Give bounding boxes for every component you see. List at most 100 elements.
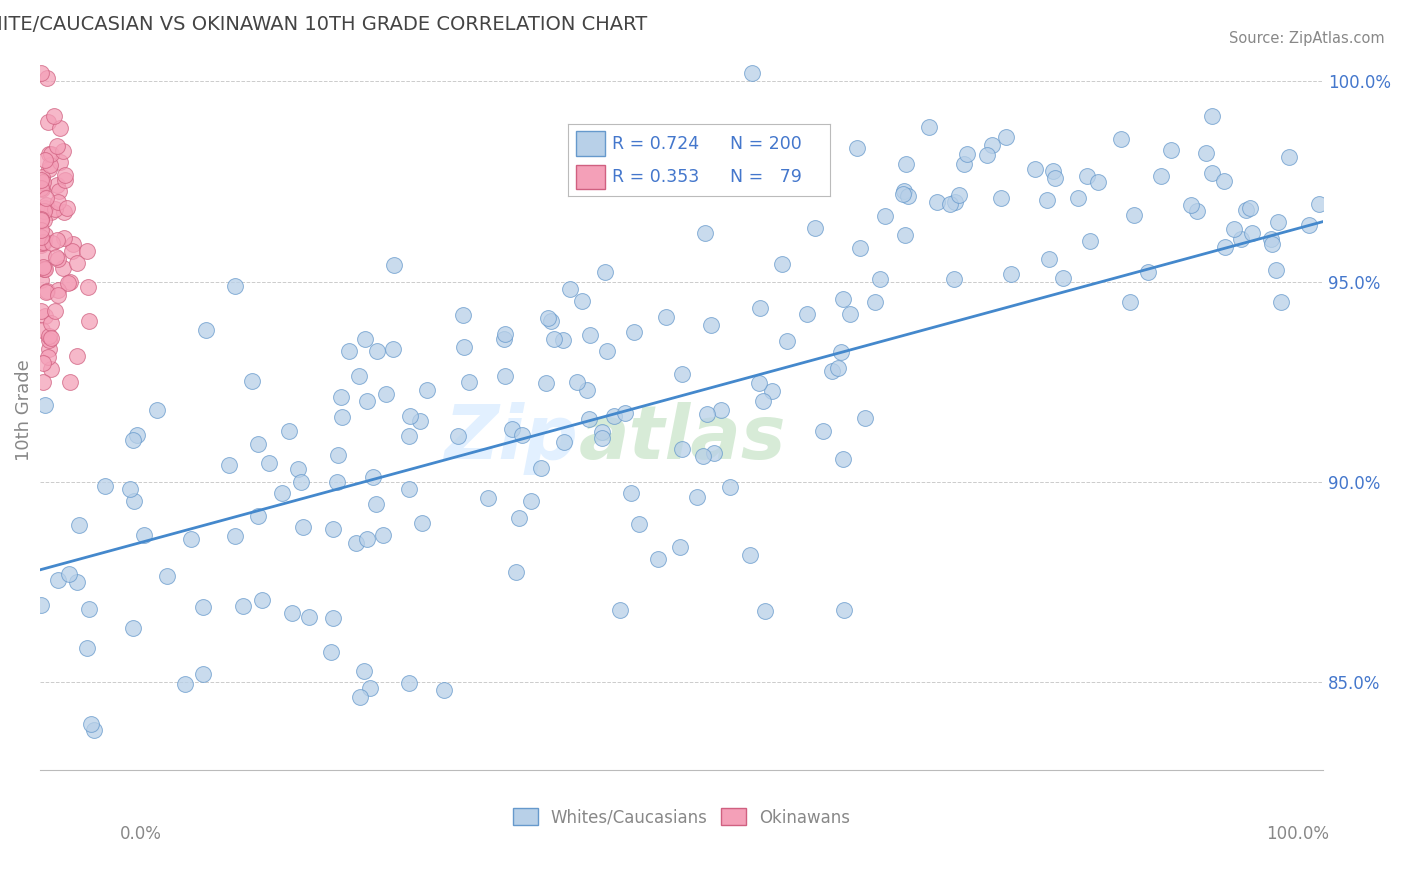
Point [250,593,273,607]
Point [776,334,799,348]
FancyBboxPatch shape [576,131,605,156]
Point [536,311,558,326]
Point [381,343,404,357]
Point [755,178,778,192]
Point [830,344,852,359]
Point [53,204,76,219]
Point [66,574,89,589]
Point [39,317,62,331]
Point [943,272,966,286]
Point [1118,294,1140,309]
Point [1201,109,1223,123]
Point [565,375,588,389]
Point [863,294,886,309]
Point [831,451,853,466]
Point [772,257,794,271]
Point [752,393,775,408]
Point [125,427,148,442]
Point [804,221,827,235]
Point [398,429,420,443]
Point [34,262,56,277]
Point [416,383,439,397]
Point [501,422,523,436]
Point [30,237,52,252]
Point [44,202,66,217]
Point [1042,164,1064,178]
Legend: Whites/Caucasians, Okinawans: Whites/Caucasians, Okinawans [513,808,851,827]
Point [46,139,69,153]
Point [693,227,716,241]
Point [58,567,80,582]
Point [893,184,915,198]
Point [32,262,55,277]
Point [1187,204,1209,219]
Point [813,424,835,438]
Point [1035,193,1057,207]
Point [30,304,52,318]
Point [39,330,62,344]
Point [508,511,530,525]
Point [49,155,72,169]
Point [593,265,616,279]
Point [56,276,79,290]
Point [627,516,650,531]
Point [359,681,381,695]
Point [246,509,269,524]
Point [39,147,62,161]
Point [591,431,613,445]
Point [447,429,470,443]
Point [845,141,868,155]
Point [353,664,375,678]
Point [53,173,76,187]
Point [32,212,55,227]
Point [34,310,56,324]
Point [37,350,59,364]
Point [540,314,562,328]
Point [287,462,309,476]
Point [31,170,53,185]
Point [30,598,52,612]
Point [240,374,263,388]
Point [224,528,246,542]
Point [42,109,65,123]
Point [620,486,643,500]
Point [575,383,598,397]
Point [1195,146,1218,161]
Point [326,448,349,462]
Point [1265,263,1288,277]
Point [894,157,917,171]
Text: N = 200: N = 200 [730,135,801,153]
Point [1215,240,1237,254]
Point [354,332,377,346]
Point [278,424,301,438]
Point [1038,252,1060,266]
Point [366,343,388,358]
Point [347,369,370,384]
Point [692,449,714,463]
Point [696,407,718,421]
Point [1109,131,1132,145]
Point [122,494,145,508]
Point [1239,201,1261,215]
Point [35,71,58,86]
Point [520,493,543,508]
Point [76,641,98,656]
Point [77,280,100,294]
Point [1229,232,1251,246]
Point [349,690,371,705]
Point [35,285,58,300]
Point [477,491,499,505]
Point [330,410,353,425]
Point [46,573,69,587]
Point [46,194,69,209]
Point [121,621,143,635]
Point [553,434,575,449]
Text: R = 0.724: R = 0.724 [613,135,700,153]
Point [995,130,1018,145]
Point [543,332,565,346]
Point [613,406,636,420]
Point [53,168,76,182]
Text: WHITE/CAUCASIAN VS OKINAWAN 10TH GRADE CORRELATION CHART: WHITE/CAUCASIAN VS OKINAWAN 10TH GRADE C… [0,15,648,34]
Point [530,460,553,475]
Point [571,294,593,309]
